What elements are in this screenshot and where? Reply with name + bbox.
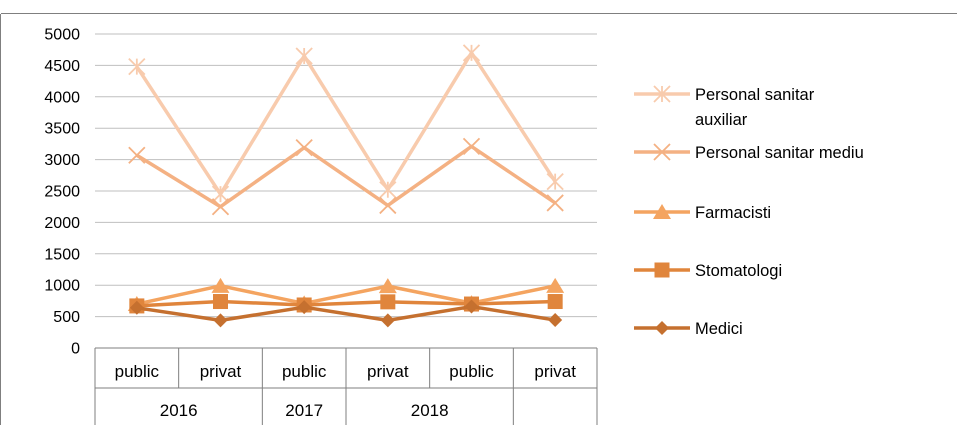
- data-point: [379, 181, 397, 199]
- data-point: [548, 313, 563, 328]
- data-point: [295, 47, 313, 65]
- data-point: [378, 278, 397, 294]
- x-group-label: 2018: [411, 401, 449, 420]
- y-tick-label: 3000: [44, 152, 80, 169]
- y-tick-label: 4500: [44, 58, 80, 75]
- legend-entry: Farmacisti: [634, 204, 771, 222]
- x-category-label: public: [115, 362, 160, 381]
- y-tick-label: 5000: [44, 27, 80, 44]
- legend-marker: [654, 262, 670, 278]
- y-tick-label: 500: [53, 309, 80, 326]
- x-category-label: privat: [367, 362, 409, 381]
- x-category-label: public: [282, 362, 327, 381]
- data-point: [380, 313, 395, 328]
- legend-label: Personal sanitar mediu: [695, 144, 864, 162]
- legend-marker: [653, 143, 671, 161]
- legend-marker: [653, 85, 671, 103]
- data-point: [213, 313, 228, 328]
- x-category-label: privat: [534, 362, 576, 381]
- legend-label: Stomatologi: [695, 262, 782, 280]
- data-point: [546, 277, 565, 293]
- series-personal-sanitar-mediu: [128, 137, 564, 216]
- y-tick-label: 4000: [44, 89, 80, 106]
- gridlines: [95, 33, 597, 318]
- data-point: [211, 277, 230, 293]
- series-farmacisti: [127, 277, 565, 312]
- data-point: [462, 44, 481, 62]
- y-tick-label: 1000: [44, 278, 80, 295]
- y-tick-label: 2000: [44, 215, 80, 232]
- data-point: [211, 198, 230, 216]
- series-line: [136, 299, 556, 308]
- x-group-label: 2017: [285, 401, 323, 420]
- x-category-label: privat: [200, 362, 242, 381]
- data-point: [213, 294, 228, 310]
- data-point: [128, 58, 146, 76]
- data-point: [547, 294, 563, 310]
- x-category-label: public: [449, 362, 494, 381]
- series-line: [135, 144, 557, 209]
- legend-label: Personal sanitar: [695, 86, 815, 104]
- legend-entry: Personal sanitar mediu: [634, 143, 864, 162]
- series-lines: [127, 44, 565, 328]
- data-point: [297, 300, 312, 315]
- x-group-label: 2016: [160, 401, 198, 420]
- data-point: [379, 196, 397, 215]
- y-tick-label: 3500: [44, 121, 80, 138]
- y-axis-ticks: 0 500 1000 1500 2000 2500 3000 3500 4000 4500 5000: [44, 27, 80, 358]
- legend-entry: Medici: [634, 320, 743, 338]
- y-tick-label: 2500: [44, 184, 80, 201]
- legend-marker: [653, 204, 671, 219]
- data-point: [464, 299, 479, 314]
- legend-entry: Personal sanitar auxiliar: [634, 85, 815, 129]
- series-line: [136, 304, 556, 323]
- x-axis-categories: public privat public privat public privat 2016…: [115, 362, 577, 420]
- series-line: [135, 51, 557, 196]
- legend-label: Medici: [695, 320, 743, 338]
- data-point: [546, 194, 564, 212]
- data-point: [211, 185, 230, 203]
- legend-label: auxiliar: [695, 111, 748, 129]
- axes: [94, 347, 598, 425]
- data-point: [462, 137, 481, 156]
- series-line: [136, 284, 556, 306]
- data-point: [295, 139, 313, 157]
- series-medici: [129, 299, 563, 328]
- y-tick-label: 0: [71, 341, 80, 358]
- data-point: [380, 294, 396, 310]
- legend-entry: Stomatologi: [634, 262, 782, 280]
- series-personal-sanitar-auxiliar: [128, 44, 564, 203]
- legend-marker: [655, 321, 669, 335]
- legend-label: Farmacisti: [695, 204, 771, 222]
- data-point: [546, 172, 564, 191]
- data-point: [129, 300, 144, 315]
- y-tick-label: 1500: [44, 246, 80, 263]
- data-point: [128, 146, 146, 164]
